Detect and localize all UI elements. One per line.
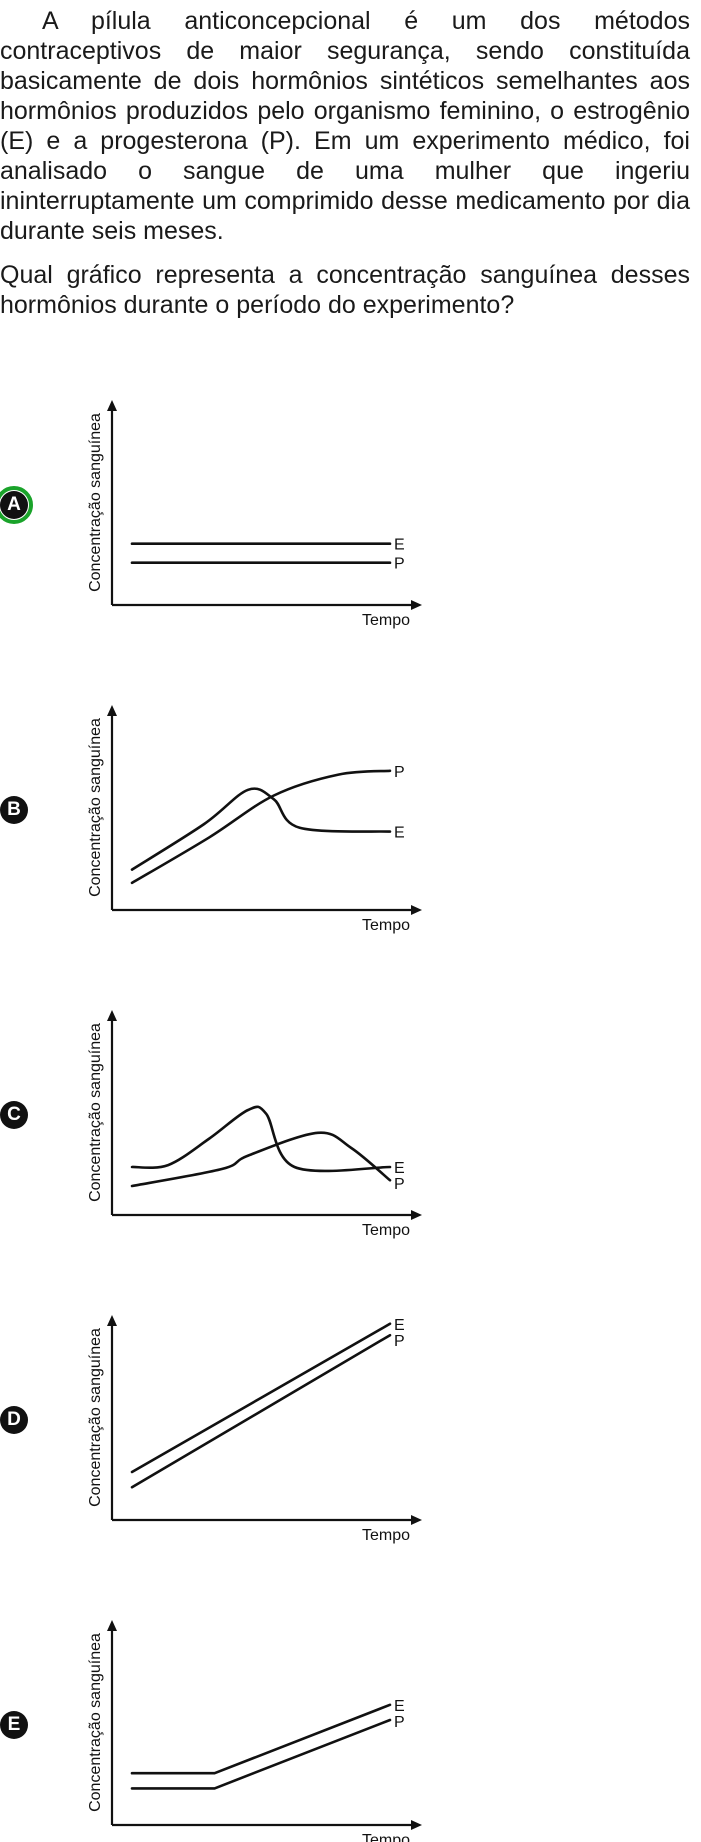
series-line-p [130,1333,392,1489]
option-letter-a[interactable]: A [0,486,33,524]
series-label-p: P [394,764,405,781]
series-label-e: E [394,1317,405,1334]
x-axis-label: Tempo [362,1832,410,1842]
option-c[interactable]: C Concentração sanguínea Tempo E P [0,1000,701,1239]
y-axis-arrow-icon [107,1620,117,1631]
y-axis-label: Concentração sanguínea [87,1023,104,1202]
question-text: A pílula anticoncepcional é um dos métod… [0,6,690,320]
series-label-p: P [394,1176,405,1193]
y-axis-label: Concentração sanguínea [87,413,104,592]
y-axis-label: Concentração sanguínea [87,1328,104,1507]
option-b[interactable]: B Concentração sanguínea Tempo P E [0,695,701,934]
series-line-p [130,769,392,885]
series-label-p: P [394,1714,405,1731]
series-label-e: E [394,825,405,842]
x-axis-label: Tempo [362,917,410,934]
graph-b: Concentração sanguínea Tempo P E [87,705,422,934]
series-label-p: P [394,556,405,573]
series-line-p [130,1718,392,1790]
option-a[interactable]: A Concentração sanguínea Tempo E P [0,390,701,629]
x-axis-arrow-icon [411,1515,422,1525]
question-paragraph: A pílula anticoncepcional é um dos métod… [0,7,690,245]
y-axis-arrow-icon [107,1010,117,1021]
series-line-e [130,1105,392,1173]
x-axis-label: Tempo [362,1527,410,1544]
graph-e: Concentração sanguínea Tempo EP [87,1620,422,1842]
y-axis-arrow-icon [107,705,117,716]
series-label-e: E [394,1698,405,1715]
series-label-e: E [394,537,405,554]
graph-a: Concentração sanguínea Tempo EP [87,400,422,629]
x-axis-arrow-icon [411,1820,422,1830]
x-axis-arrow-icon [411,600,422,610]
y-axis-arrow-icon [107,400,117,411]
question-prompt: Qual gráfico representa a concentração s… [0,261,690,319]
y-axis-label: Concentração sanguínea [87,1633,104,1812]
option-letter-e[interactable]: E [0,1711,28,1739]
option-letter-b[interactable]: B [0,796,28,824]
series-line-e [130,1703,392,1775]
series-label-p: P [394,1333,405,1350]
option-letter-c[interactable]: C [0,1101,28,1129]
graph-c: Concentração sanguínea Tempo EP [87,1010,422,1239]
series-line-e [130,1322,392,1474]
option-e[interactable]: E Concentração sanguínea Tempo E P [0,1610,701,1842]
x-axis-arrow-icon [411,1210,422,1220]
x-axis-arrow-icon [411,905,422,915]
x-axis-label: Tempo [362,1222,410,1239]
series-label-e: E [394,1160,405,1177]
y-axis-arrow-icon [107,1315,117,1326]
y-axis-label: Concentração sanguínea [87,718,104,897]
x-axis-label: Tempo [362,612,410,629]
option-letter-d[interactable]: D [0,1406,28,1434]
graph-d: Concentração sanguínea Tempo EP [87,1315,422,1544]
series-line-p [130,1131,392,1188]
series-line-e [130,787,392,871]
option-d[interactable]: D Concentração sanguínea Tempo E P [0,1305,701,1544]
